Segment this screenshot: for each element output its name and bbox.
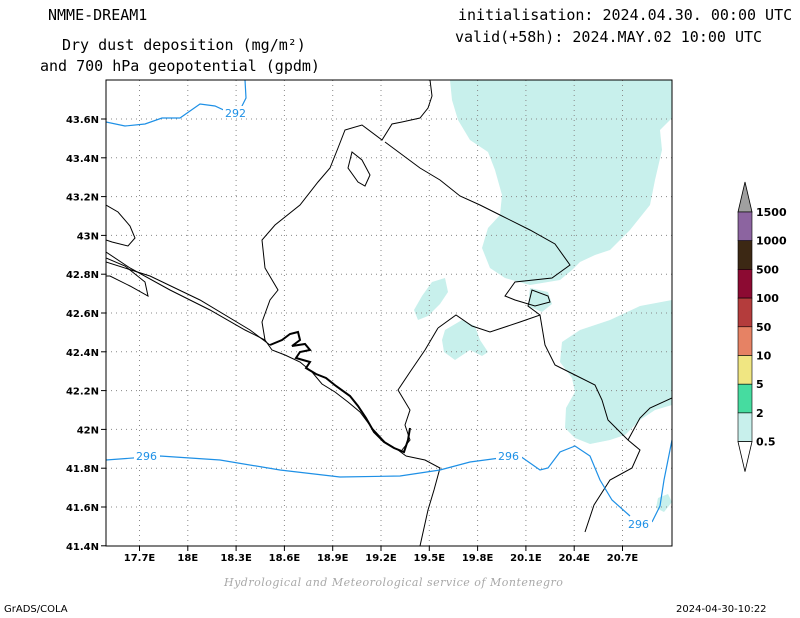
colorbar-segment: [737, 240, 753, 270]
contour-label-bg: [626, 517, 652, 529]
colorbar-level-label: 10: [756, 350, 772, 363]
lat-tick-label: 42.8N: [66, 270, 99, 281]
coastlines-borders: [106, 80, 672, 546]
initialisation-time: initialisation: 2024.04.30. 00:00 UTC: [458, 6, 793, 24]
lat-tick-label: 41.6N: [66, 503, 99, 514]
border-montenegro-serbia: [384, 141, 571, 316]
albania-coast: [405, 455, 441, 546]
lat-tick-label: 43N: [77, 231, 99, 242]
border-bosnia-croatia: [261, 80, 433, 341]
colorbar-segment: [737, 269, 753, 299]
dust-area-islet: [414, 278, 448, 320]
dust-area-speck: [656, 494, 672, 512]
software-label: GrADS/COLA: [4, 604, 68, 615]
lon-tick-label: 19.5E: [414, 553, 446, 564]
dust-deposition-field: [414, 80, 672, 512]
dust-area-central: [442, 320, 488, 360]
lat-tick-label: 43.6N: [66, 115, 99, 126]
contour-label-group: 292 296 296 296: [134, 106, 652, 531]
colorbar-level-label: 0.5: [756, 436, 776, 449]
contour-296-east: [519, 445, 631, 517]
longitude-labels: 17.7E 18E 18.3E 18.6E 18.9E 19.2E 19.5E 19.8E 20…: [124, 546, 639, 564]
chart-title-line1: Dry dust deposition (mg/m²): [62, 36, 306, 54]
border-serbia: [347, 151, 371, 187]
lon-tick-label: 18.3E: [220, 553, 252, 564]
lat-tick-label: 43.4N: [66, 154, 99, 165]
lat-tick-label: 41.4N: [66, 542, 99, 553]
lon-tick-label: 18.9E: [317, 553, 349, 564]
lon-tick-label: 20.4E: [558, 553, 590, 564]
contour-label-296-west: 296: [136, 450, 157, 463]
model-name: NMME-DREAM1: [48, 6, 148, 24]
colorbar-level-label: 5: [756, 378, 764, 391]
chart-title-line2: and 700 hPa geopotential (gpdm): [40, 57, 320, 75]
colorbar-level-label: 500: [756, 263, 779, 276]
dust-colorbar: 1500 1000 500 100 50 10 5 2 0.5: [737, 181, 787, 472]
adriatic-line: [106, 261, 271, 346]
latitude-labels: 43.6N 43.4N 43.2N 43N 42.8N 42.6N 42.4N 42.2N 42…: [66, 115, 106, 553]
colorbar-level-label: 1500: [756, 206, 787, 219]
lat-tick-label: 42N: [77, 425, 99, 436]
lon-tick-label: 19.8E: [462, 553, 494, 564]
lon-tick-label: 17.7E: [124, 553, 156, 564]
lon-tick-label: 19.2E: [365, 553, 397, 564]
colorbar-level-label: 1000: [756, 235, 787, 248]
lat-tick-label: 42.6N: [66, 309, 99, 320]
credit-text: Hydrological and Meteorological service …: [224, 576, 564, 589]
timestamp-label: 2024-04-30-10:22: [676, 604, 767, 615]
colorbar-segment: [737, 211, 753, 242]
colorbar-segment: [737, 412, 753, 442]
lat-tick-label: 41.8N: [66, 464, 99, 475]
lat-tick-label: 42.2N: [66, 387, 99, 398]
contour-label-296-mid: 296: [498, 450, 519, 463]
colorbar-top-cap: [737, 181, 753, 213]
contour-label-bg: [134, 449, 160, 461]
coastline-north: [106, 204, 136, 247]
contour-label-bg: [496, 449, 522, 461]
contour-296-far-east: [651, 439, 672, 523]
lat-tick-label: 43.2N: [66, 193, 99, 204]
bay-kotor: [269, 330, 411, 454]
border-montenegro-albania: [397, 327, 439, 451]
dust-area-east: [560, 300, 672, 444]
dust-area-north: [450, 80, 672, 285]
border-albania-macedonia: [627, 397, 672, 441]
contour-label-292: 292: [225, 107, 246, 120]
colorbar-segment: [737, 383, 753, 414]
coastline: [106, 251, 407, 457]
peninsula: [106, 257, 149, 297]
colorbar-level-label: 50: [756, 321, 772, 334]
colorbar-bottom-cap: [737, 441, 753, 472]
colorbar-level-label: 2: [756, 407, 764, 420]
lon-tick-label: 18.6E: [269, 553, 301, 564]
colorbar-segment: [737, 355, 753, 385]
lon-tick-label: 20.7E: [607, 553, 639, 564]
lon-tick-label: 20.1E: [510, 553, 542, 564]
contour-label-bg: [223, 106, 249, 118]
border-kosovo: [437, 314, 641, 533]
lon-tick-label: 18E: [177, 553, 198, 564]
colorbar-segment: [737, 326, 753, 356]
contour-296-west: [106, 455, 501, 478]
colorbar-segment: [737, 297, 753, 328]
contour-label-296-east: 296: [628, 518, 649, 531]
colorbar-level-label: 100: [756, 292, 779, 305]
valid-time: valid(+58h): 2024.MAY.02 10:00 UTC: [455, 28, 763, 46]
lat-tick-label: 42.4N: [66, 348, 99, 359]
